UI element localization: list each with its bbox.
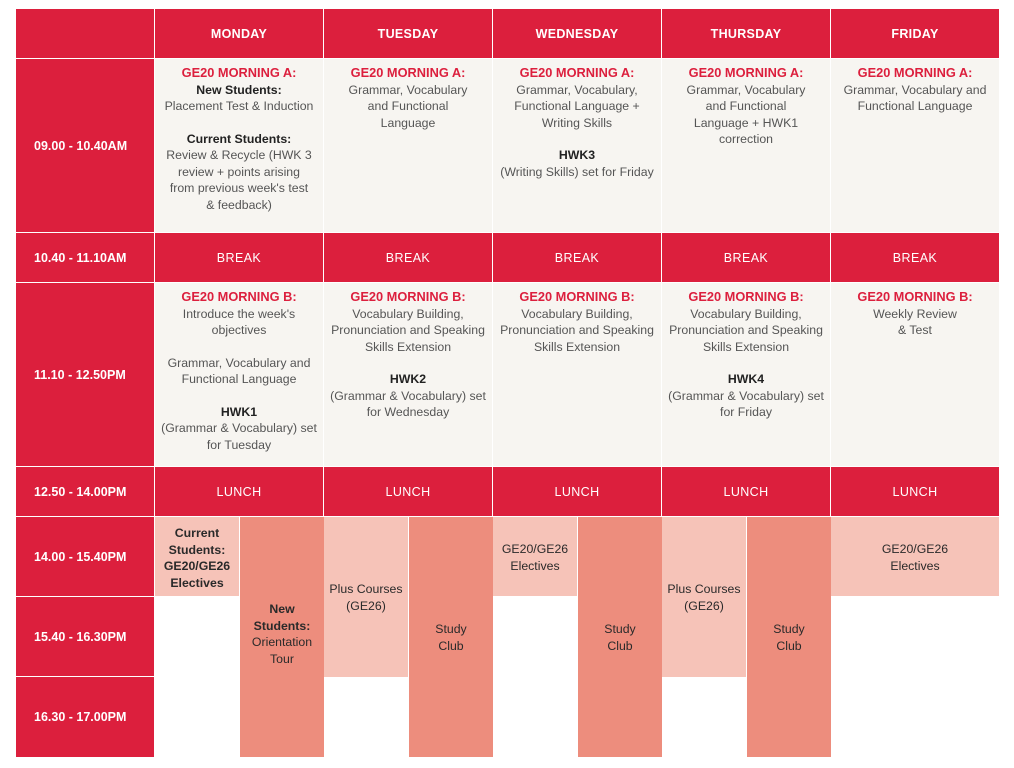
homework-label: HWK2 [389, 372, 427, 386]
tuesday-morning-a: GE20 MORNING A: Grammar, Vocabulary and … [324, 59, 493, 233]
time-slot-morning-b: 11.10 - 12.50PM [16, 283, 155, 467]
thursday-afternoon: Plus Courses (GE26) Study Club [662, 517, 831, 758]
monday-new-students-orientation: New Students: Orientation Tour [240, 517, 324, 757]
thursday-plus-courses: Plus Courses (GE26) [662, 517, 746, 677]
time-slot-afternoon-1: 14.00 - 15.40PM [16, 517, 155, 597]
session-title: GE20 MORNING B: [181, 289, 297, 304]
monday-morning-a: GE20 MORNING A: New Students: Placement … [155, 59, 324, 233]
break-monday: BREAK [155, 233, 324, 283]
homework-label: HWK3 [558, 148, 596, 162]
session-title: GE20 MORNING B: [350, 289, 466, 304]
lunch-monday: LUNCH [155, 467, 324, 517]
session-title: GE20 MORNING A: [857, 65, 973, 80]
session-title: GE20 MORNING A: [350, 65, 466, 80]
timetable: MONDAY TUESDAY WEDNESDAY THURSDAY FRIDAY… [16, 9, 1000, 758]
session-title: GE20 MORNING B: [519, 289, 635, 304]
thursday-morning-a: GE20 MORNING A: Grammar, Vocabulary and … [662, 59, 831, 233]
orientation-text: Orientation Tour [251, 635, 313, 666]
friday-afternoon: GE20/GE26 Electives [831, 517, 1000, 758]
monday-current-students-electives: Current Students: GE20/GE26 Electives [155, 517, 239, 596]
day-header-monday: MONDAY [155, 9, 324, 59]
time-slot-morning-a: 09.00 - 10.40AM [16, 59, 155, 233]
break-wednesday: BREAK [493, 233, 662, 283]
session-text: Vocabulary Building, Pronunciation and S… [331, 306, 485, 354]
current-students-text: Review & Recycle (HWK 3 review + points … [166, 148, 312, 212]
day-header-wednesday: WEDNESDAY [493, 9, 662, 59]
session-text: Vocabulary Building, Pronunciation and S… [500, 306, 654, 354]
lunch-thursday: LUNCH [662, 467, 831, 517]
session-text-2: Grammar, Vocabulary and Functional Langu… [167, 355, 311, 387]
homework-text: (Grammar & Vocabulary) set for Tuesday [161, 421, 317, 452]
session-title: GE20 MORNING A: [519, 65, 635, 80]
tuesday-afternoon: Plus Courses (GE26) Study Club [324, 517, 493, 758]
session-text: Grammar, Vocabulary, Functional Language… [514, 82, 640, 130]
session-title: GE20 MORNING A: [181, 65, 297, 80]
time-slot-break: 10.40 - 11.10AM [16, 233, 155, 283]
tuesday-study-club: Study Club [409, 517, 493, 757]
day-header-thursday: THURSDAY [662, 9, 831, 59]
corner-cell [16, 9, 155, 59]
day-header-tuesday: TUESDAY [324, 9, 493, 59]
thursday-morning-b: GE20 MORNING B: Vocabulary Building, Pro… [662, 283, 831, 467]
session-text: Grammar, Vocabulary and Functional Langu… [686, 82, 806, 147]
new-students-heading: New Students: [196, 82, 282, 97]
lunch-friday: LUNCH [831, 467, 1000, 517]
homework-label: HWK4 [727, 372, 765, 386]
time-slot-afternoon-3: 16.30 - 17.00PM [16, 677, 155, 758]
wednesday-morning-a: GE20 MORNING A: Grammar, Vocabulary, Fun… [493, 59, 662, 233]
lunch-tuesday: LUNCH [324, 467, 493, 517]
wednesday-afternoon: GE20/GE26 Electives Study Club [493, 517, 662, 758]
session-title: GE20 MORNING B: [857, 289, 973, 304]
homework-text: (Grammar & Vocabulary) set for Friday [668, 388, 824, 420]
monday-morning-b: GE20 MORNING B: Introduce the week's obj… [155, 283, 324, 467]
homework-label: HWK1 [220, 404, 258, 419]
session-text: Grammar, Vocabulary and Functional Langu… [348, 82, 468, 130]
session-text: Introduce the week's objectives [182, 306, 296, 338]
current-students-heading: Current Students: [186, 131, 292, 146]
tuesday-plus-courses: Plus Courses (GE26) [324, 517, 408, 677]
thursday-study-club: Study Club [747, 517, 831, 757]
new-students-text: Placement Test & Induction [164, 99, 314, 113]
wednesday-study-club: Study Club [578, 517, 662, 757]
wednesday-electives: GE20/GE26 Electives [493, 517, 577, 596]
time-slot-afternoon-2: 15.40 - 16.30PM [16, 597, 155, 677]
homework-text: (Grammar & Vocabulary) set for Wednesday [330, 388, 486, 420]
wednesday-morning-b: GE20 MORNING B: Vocabulary Building, Pro… [493, 283, 662, 467]
session-text: Grammar, Vocabulary and Functional Langu… [843, 82, 987, 114]
break-tuesday: BREAK [324, 233, 493, 283]
day-header-friday: FRIDAY [831, 9, 1000, 59]
tuesday-morning-b: GE20 MORNING B: Vocabulary Building, Pro… [324, 283, 493, 467]
session-text: Weekly Review & Test [873, 306, 957, 338]
friday-electives: GE20/GE26 Electives [831, 517, 999, 596]
homework-text: (Writing Skills) set for Friday [500, 164, 654, 179]
lunch-wednesday: LUNCH [493, 467, 662, 517]
friday-morning-a: GE20 MORNING A: Grammar, Vocabulary and … [831, 59, 1000, 233]
monday-afternoon: Current Students: GE20/GE26 Electives Ne… [155, 517, 324, 758]
friday-morning-b: GE20 MORNING B: Weekly Review & Test [831, 283, 1000, 467]
time-slot-lunch: 12.50 - 14.00PM [16, 467, 155, 517]
session-title: GE20 MORNING B: [688, 289, 804, 304]
session-title: GE20 MORNING A: [688, 65, 804, 80]
break-friday: BREAK [831, 233, 1000, 283]
session-text: Vocabulary Building, Pronunciation and S… [669, 306, 823, 354]
break-thursday: BREAK [662, 233, 831, 283]
new-students-heading: New Students: [253, 602, 311, 633]
